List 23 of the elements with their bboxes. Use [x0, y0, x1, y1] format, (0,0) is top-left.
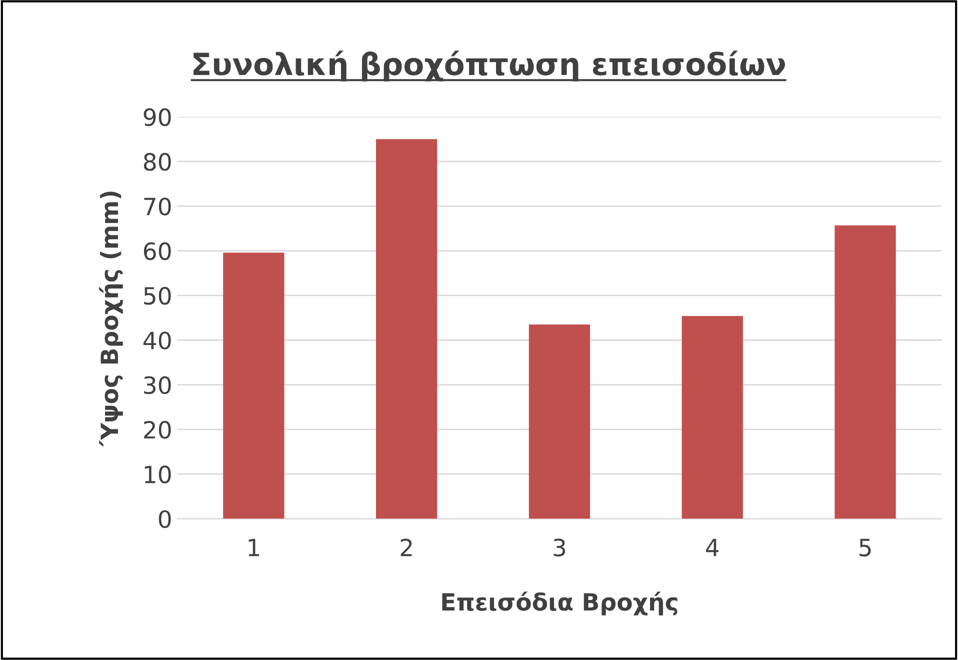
x-tick-label: 1	[248, 538, 260, 556]
bar	[376, 139, 438, 519]
x-tick-label: 4	[706, 538, 719, 556]
bar	[223, 252, 284, 519]
y-tick-label: 90	[144, 108, 171, 126]
y-tick-label: 0	[158, 510, 171, 528]
x-tick-label: 2	[400, 538, 412, 556]
bar	[834, 225, 896, 519]
x-tick-label: 5	[860, 538, 871, 556]
chart-title: Συνολική βροχόπτωση επεισοδίων	[194, 50, 785, 82]
y-tick-label: 30	[144, 376, 171, 394]
y-tick-label: 50	[144, 286, 171, 305]
x-axis-title: Επεισόδια Βροχής	[442, 592, 678, 616]
y-tick-label: 60	[144, 242, 171, 260]
y-tick-label: 10	[144, 466, 171, 484]
y-axis-title: Ύψος Βροχής (mm)	[99, 192, 123, 447]
bar	[528, 324, 590, 519]
y-tick-label: 40	[143, 332, 171, 350]
y-tick-label: 20	[144, 420, 171, 439]
y-tick-label: 80	[144, 152, 171, 171]
bar	[682, 316, 743, 519]
x-tick-label: 3	[554, 538, 566, 556]
y-tick-label: 70	[144, 198, 171, 216]
